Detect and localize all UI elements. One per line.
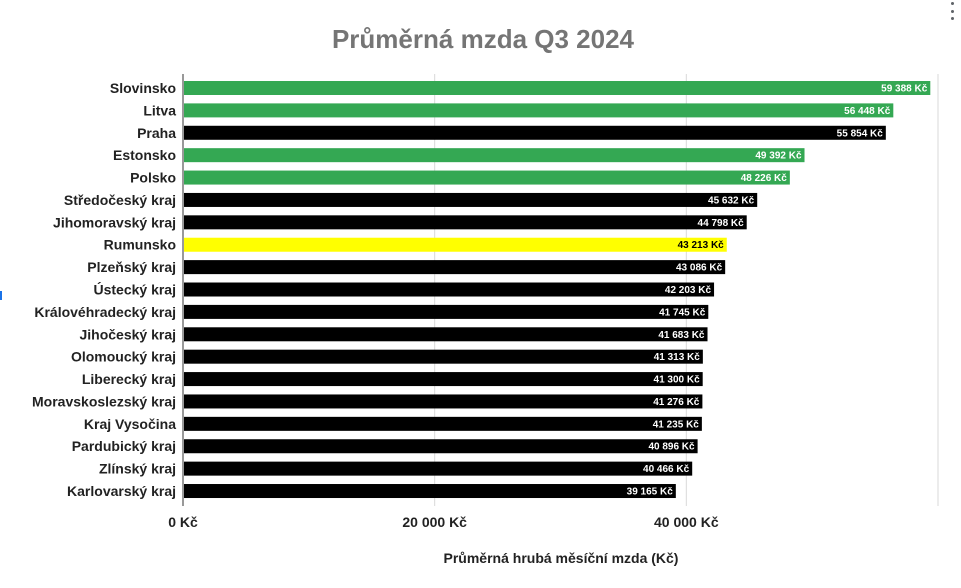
data-label: 48 226 Kč — [741, 173, 788, 184]
x-tick-labels: 0 Kč 20 000 Kč 40 000 Kč — [168, 514, 719, 530]
data-label: 41 300 Kč — [654, 375, 701, 386]
bar — [184, 394, 703, 409]
category-label: Pardubický kraj — [72, 438, 176, 454]
data-label: 40 466 Kč — [643, 464, 690, 475]
data-label: 42 203 Kč — [665, 285, 712, 296]
x-tick-label: 0 Kč — [168, 514, 198, 530]
category-label: Středočeský kraj — [64, 192, 176, 208]
category-label: Plzeňský kraj — [87, 259, 176, 275]
bar — [184, 304, 709, 319]
category-label: Polsko — [130, 170, 176, 186]
data-label: 41 745 Kč — [659, 307, 706, 318]
bar — [184, 237, 727, 252]
bars: 59 388 Kč 56 448 Kč 55 854 Kč 49 392 Kč 48 2… — [184, 81, 931, 499]
more-vert-icon[interactable] — [947, 2, 957, 20]
data-label: 40 896 Kč — [648, 442, 695, 453]
category-label: Kraj Vysočina — [84, 416, 176, 432]
selection-marker — [0, 291, 2, 300]
bar — [184, 81, 931, 95]
category-label: Karlovarský kraj — [67, 483, 176, 499]
bar — [184, 260, 726, 275]
data-label: 41 313 Kč — [654, 352, 701, 363]
bar — [184, 125, 886, 140]
category-label: Zlínský kraj — [99, 461, 176, 477]
bar — [184, 349, 703, 364]
category-label: Královéhradecký kraj — [34, 304, 176, 320]
category-label: Slovinsko — [110, 80, 176, 96]
data-label: 55 854 Kč — [837, 128, 884, 139]
data-label: 56 448 Kč — [844, 106, 891, 117]
bar — [184, 416, 702, 431]
data-label: 43 213 Kč — [678, 240, 725, 251]
chart-title: Průměrná mzda Q3 2024 — [332, 24, 635, 54]
x-axis-title: Průměrná hrubá měsíční mzda (Kč) — [444, 550, 679, 566]
data-label: 39 165 Kč — [627, 487, 674, 498]
data-label: 49 392 Kč — [755, 151, 802, 162]
data-label: 41 276 Kč — [653, 397, 700, 408]
bar — [184, 327, 708, 342]
category-label: Litva — [143, 102, 176, 118]
category-label: Rumunsko — [104, 237, 176, 253]
data-label: 59 388 Kč — [881, 84, 928, 95]
menu-dot — [950, 17, 954, 20]
category-label: Jihočeský kraj — [79, 326, 176, 342]
bar — [184, 170, 790, 185]
category-label: Jihomoravský kraj — [53, 214, 176, 230]
bar — [184, 484, 676, 499]
category-label: Estonsko — [113, 147, 176, 163]
data-label: 41 683 Kč — [658, 330, 705, 341]
category-label: Olomoucký kraj — [71, 349, 176, 365]
x-tick-label: 40 000 Kč — [654, 514, 719, 530]
bar — [184, 439, 698, 454]
bar — [184, 282, 715, 297]
data-label: 44 798 Kč — [698, 218, 745, 229]
bar — [184, 148, 805, 163]
data-label: 41 235 Kč — [653, 419, 700, 430]
category-labels: Slovinsko Litva Praha Estonsko Polsko Středoč… — [32, 80, 176, 499]
bar — [184, 192, 758, 207]
bar — [184, 461, 693, 476]
category-label: Praha — [137, 125, 176, 141]
category-label: Ústecký kraj — [93, 281, 176, 298]
bar — [184, 372, 703, 387]
bar — [184, 103, 894, 118]
menu-dot — [950, 2, 954, 5]
bar — [184, 215, 747, 230]
data-label: 45 632 Kč — [708, 195, 755, 206]
data-label: 43 086 Kč — [676, 263, 723, 274]
category-label: Moravskoslezský kraj — [32, 393, 176, 409]
x-tick-label: 20 000 Kč — [402, 514, 467, 530]
menu-dot — [950, 9, 954, 13]
category-label: Liberecký kraj — [82, 371, 176, 387]
